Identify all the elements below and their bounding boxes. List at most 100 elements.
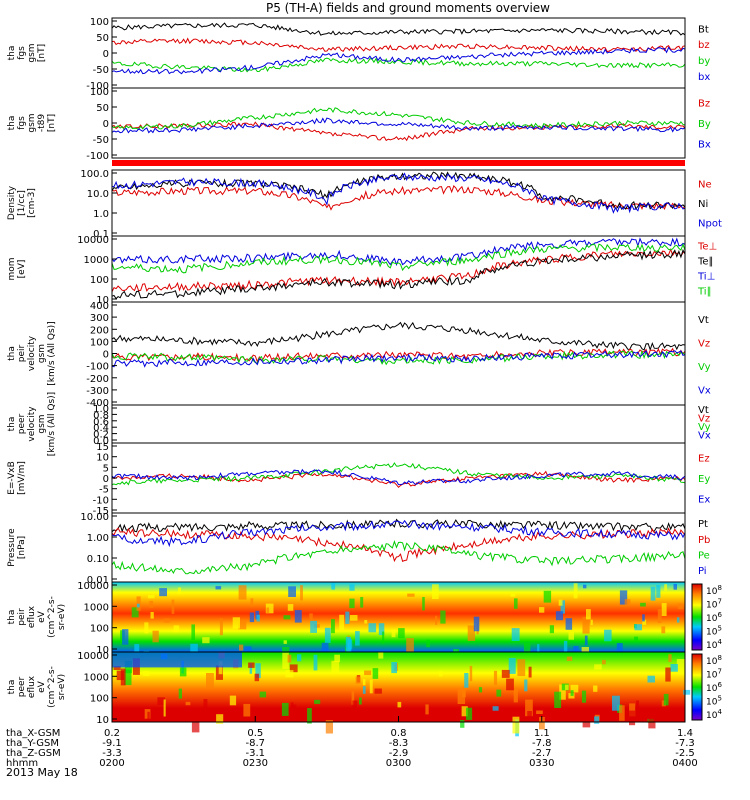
spectrogram-cell [218, 661, 223, 675]
spectrogram-cell [426, 639, 430, 648]
y-tick-label: 100.0 [80, 169, 109, 180]
legend-Vt: Vt [698, 405, 709, 416]
y-axis-title-line: mom [7, 257, 17, 280]
spectrogram [112, 582, 685, 652]
spectrogram-cell [321, 642, 329, 654]
spectrogram-cell [294, 610, 302, 623]
y-tick-label: -5 [99, 485, 109, 496]
spectrogram-cell [469, 665, 473, 682]
legend-Vz: Vz [698, 339, 710, 350]
spectrogram-cell [642, 614, 645, 622]
y-axis-title-line: tha [7, 417, 17, 432]
y-tick-label: 1.0 [93, 209, 109, 220]
y-tick-label: 0.2 [93, 430, 109, 441]
x-axis-value: 1.4 [677, 728, 693, 739]
spectrogram-cell [203, 699, 208, 708]
spectrogram-cell [288, 586, 296, 597]
legend: Pt Pb Pe Pi [698, 519, 710, 577]
spectrogram-cell [554, 691, 562, 708]
legend-bx: bx [698, 72, 710, 83]
spectrogram-cell [614, 714, 618, 723]
spectrogram-cell [339, 614, 345, 630]
spectrogram-cell [677, 603, 684, 610]
x-axis-value: -8.3 [389, 738, 409, 749]
y-axis-title-line: gsm [37, 344, 47, 363]
y-tick-label: 15 [96, 442, 109, 453]
spectrogram-cell [493, 670, 498, 685]
spectrogram-cell [309, 613, 313, 621]
spectrogram-cell [406, 638, 414, 653]
y-axis-title-line: tha [7, 46, 17, 61]
spectrogram-cell [508, 657, 516, 674]
spectrogram-cell [285, 670, 294, 678]
spectrogram-cell [539, 717, 545, 730]
y-axis-title-line: [1/cc] [17, 190, 27, 216]
plot-title: P5 (TH-A) fields and ground moments over… [266, 1, 550, 15]
y-tick-label: 5 [103, 463, 109, 474]
legend-Ti⊥: Ti⊥ [697, 272, 715, 283]
legend-Ni: Ni [698, 199, 708, 210]
spectrogram-cell [163, 618, 171, 623]
spectrogram-cell [362, 686, 366, 694]
y-tick-label: -300 [86, 386, 109, 397]
spectrogram-cell [676, 617, 680, 623]
y-axis-title: tha fgs gsm -t89 [nT] [7, 113, 57, 132]
y-axis-title-line: eV [37, 610, 47, 623]
x-axis-row-label: tha_Z-GSM [6, 748, 61, 759]
x-axis-value: -8.7 [246, 738, 266, 749]
spectrogram-cell [527, 711, 532, 718]
spectrogram-cell [190, 643, 198, 658]
spectrogram-cell [179, 667, 187, 677]
y-tick-label: 0.0 [93, 436, 109, 447]
y-axis-title: tha fgs gsm [nT] [7, 43, 47, 62]
panel-8: Pt Pb Pe Pi 10.00 1.00 0.10 0.01 Pressure [nPa] [7, 512, 710, 586]
spectrogram-cell [440, 610, 446, 624]
panel-2: Bz By Bx 100 50 0 -50 -100 tha fgs gsm -t89 [nT] [7, 87, 711, 162]
spectrogram-cell [143, 670, 150, 676]
spectrogram-cell [511, 628, 520, 641]
spectrogram-cell [650, 586, 656, 601]
y-axis-title-line: tha [7, 116, 17, 131]
y-tick-label: -100 [86, 81, 109, 92]
y-axis-title-line: peer [17, 676, 27, 697]
y-tick-label: 10.0 [87, 189, 109, 200]
x-axis-row-label: tha_X-GSM [6, 728, 60, 739]
spectrogram-cell [676, 659, 685, 675]
series-Bt-line [111, 22, 686, 36]
x-axis-value: 0.8 [391, 728, 407, 739]
spectrogram-cell [266, 607, 270, 614]
spectrogram-cell [112, 652, 242, 668]
spectrogram-cell [259, 691, 267, 698]
y-tick-label: -400 [86, 398, 109, 409]
spectrogram-cell [147, 595, 155, 599]
spectrogram-cell [629, 703, 636, 717]
panel-frame [111, 235, 686, 303]
y-tick-label: 1000 [84, 602, 109, 613]
spectrogram-cell [673, 583, 677, 590]
series-Pe-line [111, 540, 686, 575]
series-bz-line [111, 37, 686, 53]
spectrogram-cell [647, 675, 655, 683]
spectrogram-cell [178, 587, 181, 594]
x-axis-value: 1.1 [534, 728, 550, 739]
y-tick-label: 0 [103, 119, 109, 130]
spectrogram-cell [157, 697, 165, 705]
series-Bx-line [111, 117, 686, 134]
y-tick-label: 0.6 [93, 417, 109, 428]
spectrogram-cell [582, 616, 590, 634]
spectrogram-cell [178, 688, 182, 699]
spectrogram-cell [397, 701, 402, 708]
colorbar-tick: 107 [706, 668, 722, 681]
x-axis-value: -7.3 [675, 738, 695, 749]
spectrogram-cell [144, 622, 149, 634]
spectrogram-cell [464, 673, 469, 688]
spectrogram-cell [382, 631, 385, 644]
y-tick-label: 50 [96, 33, 109, 44]
spectrogram-cell [149, 600, 154, 608]
series-Pb-line [111, 527, 686, 563]
spectrogram-cell [590, 619, 593, 625]
spectrogram-cell [523, 643, 531, 656]
spectrogram-cell [656, 585, 661, 598]
